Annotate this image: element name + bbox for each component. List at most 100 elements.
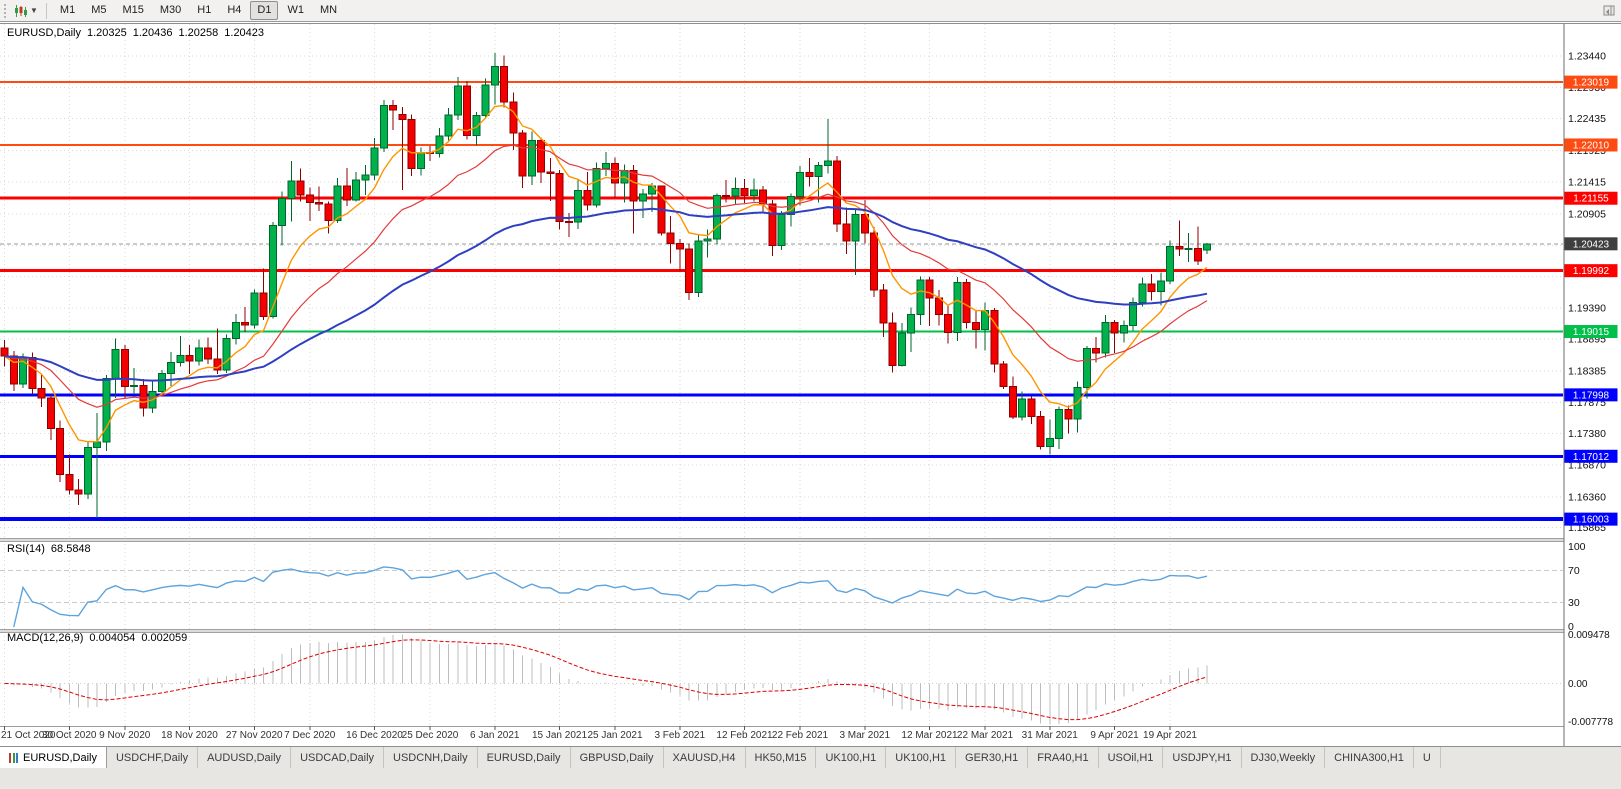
timeframe-button-h4[interactable]: H4 <box>227 4 242 16</box>
chart-tab-dj30-weekly[interactable]: DJ30,Weekly <box>1242 747 1326 768</box>
chart-tab-usdjpy-h1[interactable]: USDJPY,H1 <box>1163 747 1242 768</box>
support-resistance-lines[interactable] <box>0 81 1563 522</box>
ohlc-close: 1.20423 <box>224 27 265 39</box>
chart-tab-label: EURUSD,Daily <box>23 751 97 764</box>
chart-tab-label: HK50,M15 <box>754 751 807 764</box>
rsi-label: RSI(14) <box>7 543 45 555</box>
svg-text:1.19015: 1.19015 <box>1573 327 1610 338</box>
chart-tab-label: USDCAD,Daily <box>300 751 375 764</box>
macd-pane <box>0 634 1563 724</box>
chart-tab-china300-h1[interactable]: CHINA300,H1 <box>1325 747 1414 768</box>
macd-indicator-header: MACD(12,26,9) 0.004054 0.002059 <box>7 632 193 644</box>
svg-text:22 Mar 2021: 22 Mar 2021 <box>957 730 1014 741</box>
svg-text:1.19992: 1.19992 <box>1573 266 1610 277</box>
svg-text:19 Apr 2021: 19 Apr 2021 <box>1143 730 1197 741</box>
chart-tab-label: USDJPY,H1 <box>1172 751 1232 764</box>
chart-tab-uk100-h1[interactable]: UK100,H1 <box>816 747 887 768</box>
svg-text:1.23440: 1.23440 <box>1568 50 1606 62</box>
svg-text:1.17012: 1.17012 <box>1573 452 1610 463</box>
timeframe-button-m30[interactable]: M30 <box>159 4 182 16</box>
chart-tab-eurusd-daily[interactable]: EURUSD,Daily <box>478 747 571 768</box>
svg-text:-0.007778: -0.007778 <box>1568 717 1613 728</box>
timeframe-button-mn[interactable]: MN <box>319 4 338 16</box>
pane-separators[interactable] <box>0 23 1621 727</box>
svg-text:0.00: 0.00 <box>1568 679 1588 690</box>
svg-text:6 Jan 2021: 6 Jan 2021 <box>470 730 520 741</box>
chart-tab-label: AUDUSD,Daily <box>207 751 282 764</box>
svg-text:1.19390: 1.19390 <box>1568 303 1606 315</box>
chart-tab-label: FRA40,H1 <box>1037 751 1089 764</box>
price-axis[interactable]: 1.234401.229301.224351.219251.214151.209… <box>1563 24 1621 746</box>
timeframe-button-d1[interactable]: D1 <box>250 1 279 20</box>
ma-slow-line <box>4 206 1208 382</box>
svg-text:1.16003: 1.16003 <box>1573 515 1610 526</box>
chart-type-icon[interactable] <box>13 4 29 18</box>
svg-text:16 Dec 2020: 16 Dec 2020 <box>346 730 403 741</box>
svg-text:18 Nov 2020: 18 Nov 2020 <box>161 730 218 741</box>
ohlc-open: 1.20325 <box>86 27 127 39</box>
toolbar-separator <box>45 2 47 19</box>
chart-tab-label: UK100,H1 <box>825 751 877 764</box>
chart-tab-uk100-h1[interactable]: UK100,H1 <box>886 747 957 768</box>
svg-text:3 Mar 2021: 3 Mar 2021 <box>839 730 890 741</box>
macd-main-value: 0.004054 <box>89 632 136 644</box>
chart-tab-fra40-h1[interactable]: FRA40,H1 <box>1028 747 1099 768</box>
svg-text:30: 30 <box>1568 597 1580 609</box>
timeframe-button-w1[interactable]: W1 <box>287 4 304 16</box>
svg-text:1.23019: 1.23019 <box>1573 78 1610 89</box>
svg-text:1.17380: 1.17380 <box>1568 428 1606 440</box>
chart-tab-label: GER30,H1 <box>965 751 1019 764</box>
svg-text:7 Dec 2020: 7 Dec 2020 <box>284 730 336 741</box>
ohlc-low: 1.20258 <box>178 27 219 39</box>
chart-tab-audusd-daily[interactable]: AUDUSD,Daily <box>198 747 292 768</box>
chart-tab-label: UK100,H1 <box>895 751 947 764</box>
candlestick-glyph <box>15 4 27 17</box>
svg-text:1.22010: 1.22010 <box>1573 140 1610 151</box>
timeframe-buttons-group: M1 M5 M15 M30 H1 H4 D1 W1 MN <box>52 1 345 20</box>
rsi-indicator-header: RSI(14) 68.5848 <box>7 543 97 555</box>
macd-signal-line <box>4 639 1208 721</box>
chart-tab-usdcad-daily[interactable]: USDCAD,Daily <box>291 747 385 768</box>
svg-text:1.21415: 1.21415 <box>1568 177 1606 189</box>
svg-text:22 Feb 2021: 22 Feb 2021 <box>772 730 829 741</box>
candles-layer[interactable] <box>0 52 1211 519</box>
chart-tab-ger30-h1[interactable]: GER30,H1 <box>956 747 1029 768</box>
rsi-pane <box>0 566 1563 628</box>
chart-tab-eurusd-daily[interactable]: EURUSD,Daily <box>0 747 107 768</box>
moving-average-lines <box>4 104 1208 443</box>
chart-tab-label: USDCNH,Daily <box>393 751 468 764</box>
svg-text:1.17998: 1.17998 <box>1573 390 1610 401</box>
chart-tab-hk50-m15[interactable]: HK50,M15 <box>746 747 817 768</box>
timeframe-button-m1[interactable]: M1 <box>59 4 76 16</box>
toolbar-drag-handle[interactable] <box>4 3 8 18</box>
timeframe-button-m15[interactable]: M15 <box>122 4 144 16</box>
chart-tab-gbpusd-daily[interactable]: GBPUSD,Daily <box>571 747 664 768</box>
svg-text:25 Jan 2021: 25 Jan 2021 <box>587 730 642 741</box>
chart-tab-usdcnh-daily[interactable]: USDCNH,Daily <box>384 747 478 768</box>
rsi-line <box>13 566 1208 628</box>
svg-text:70: 70 <box>1568 565 1580 577</box>
chevron-down-icon[interactable]: ▼ <box>30 6 38 15</box>
chart-tab-label: USOil,H1 <box>1107 751 1154 764</box>
chart-tab-bar: EURUSD,Daily USDCHF,Daily AUDUSD,Daily USDC… <box>0 746 1621 789</box>
chart-shift-icon[interactable] <box>1603 4 1616 17</box>
candlestick-chart-icon <box>9 752 18 763</box>
chart-tab-u[interactable]: U <box>1414 747 1441 768</box>
rsi-value: 68.5848 <box>50 543 91 555</box>
svg-text:12 Mar 2021: 12 Mar 2021 <box>901 730 958 741</box>
chart-tab-usoil-h1[interactable]: USOil,H1 <box>1099 747 1164 768</box>
svg-text:9 Nov 2020: 9 Nov 2020 <box>99 730 151 741</box>
macd-signal-value: 0.002059 <box>141 632 188 644</box>
chart-tab-label: GBPUSD,Daily <box>579 751 654 764</box>
chart-tab-usdchf-daily[interactable]: USDCHF,Daily <box>107 747 199 768</box>
svg-text:9 Apr 2021: 9 Apr 2021 <box>1090 730 1139 741</box>
timeframe-button-m5[interactable]: M5 <box>91 4 107 16</box>
grid-layer <box>0 24 1563 726</box>
ma-fast-line <box>4 104 1208 443</box>
svg-text:1.20905: 1.20905 <box>1568 208 1606 220</box>
timeframe-button-h1[interactable]: H1 <box>197 4 212 16</box>
chart-tab-xauusd-h4[interactable]: XAUUSD,H4 <box>664 747 746 768</box>
